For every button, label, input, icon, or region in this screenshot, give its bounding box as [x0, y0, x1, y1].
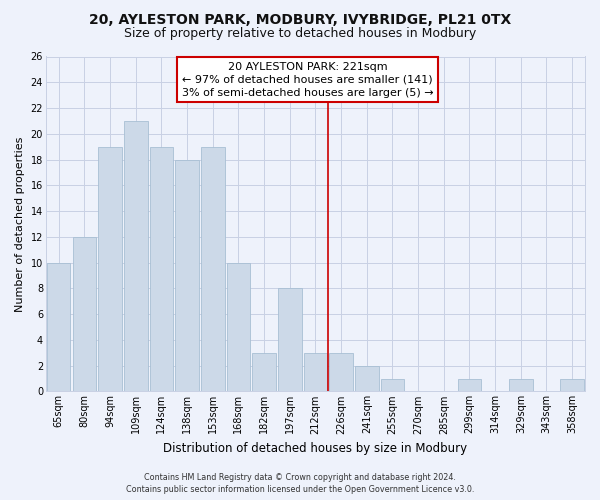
X-axis label: Distribution of detached houses by size in Modbury: Distribution of detached houses by size …	[163, 442, 467, 455]
Text: 20 AYLESTON PARK: 221sqm
← 97% of detached houses are smaller (141)
3% of semi-d: 20 AYLESTON PARK: 221sqm ← 97% of detach…	[182, 62, 433, 98]
Bar	[149, 146, 173, 392]
Bar	[560, 378, 584, 392]
Bar	[124, 121, 148, 392]
Bar	[252, 352, 276, 392]
Bar	[47, 262, 70, 392]
Bar	[509, 378, 533, 392]
Bar	[380, 378, 404, 392]
Bar	[278, 288, 302, 392]
Bar	[458, 378, 481, 392]
Bar	[227, 262, 250, 392]
Bar	[329, 352, 353, 392]
Y-axis label: Number of detached properties: Number of detached properties	[15, 136, 25, 312]
Bar	[355, 366, 379, 392]
Text: Contains HM Land Registry data © Crown copyright and database right 2024.
Contai: Contains HM Land Registry data © Crown c…	[126, 472, 474, 494]
Text: Size of property relative to detached houses in Modbury: Size of property relative to detached ho…	[124, 28, 476, 40]
Bar	[73, 237, 96, 392]
Bar	[304, 352, 327, 392]
Bar	[98, 146, 122, 392]
Text: 20, AYLESTON PARK, MODBURY, IVYBRIDGE, PL21 0TX: 20, AYLESTON PARK, MODBURY, IVYBRIDGE, P…	[89, 12, 511, 26]
Bar	[175, 160, 199, 392]
Bar	[201, 146, 224, 392]
